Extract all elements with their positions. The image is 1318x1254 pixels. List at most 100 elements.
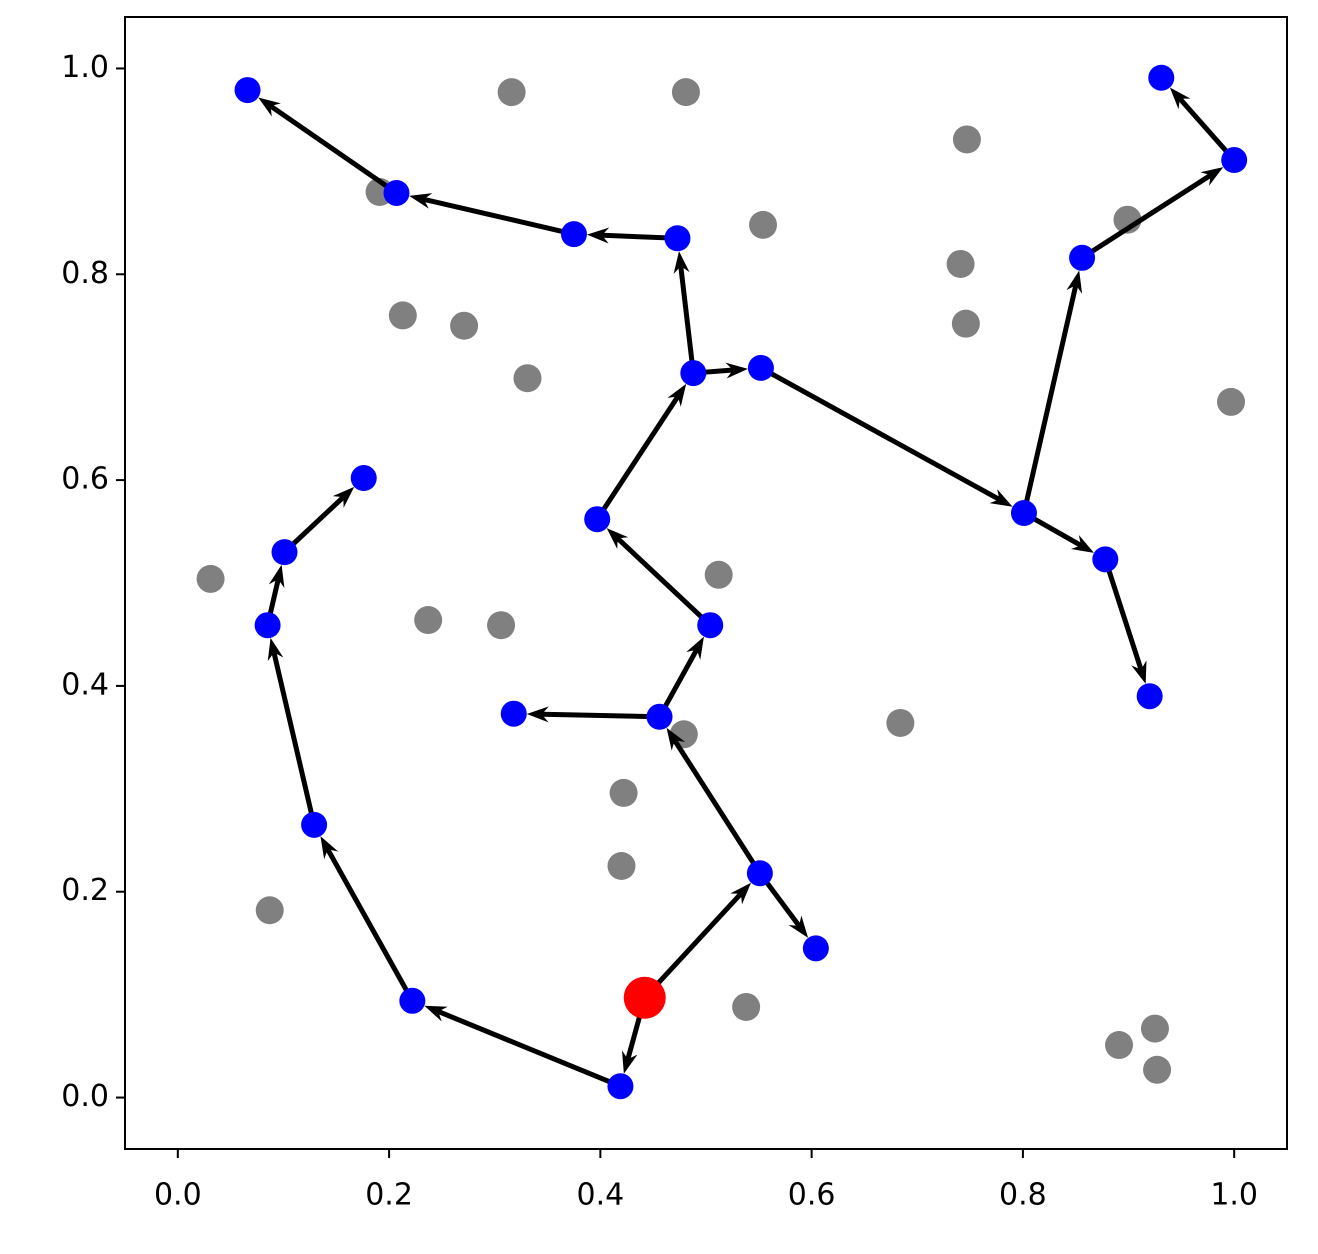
edge-head — [320, 836, 339, 860]
tree-node — [747, 354, 774, 381]
edge-line — [265, 101, 398, 196]
tree-node — [1010, 500, 1037, 527]
tree-node — [607, 1073, 634, 1100]
x-tick-label: 0.8 — [999, 1178, 1047, 1213]
x-tick-label: 0.0 — [154, 1178, 202, 1213]
edge-head — [673, 251, 690, 274]
x-tick-label: 0.6 — [788, 1178, 836, 1213]
tree-node — [500, 700, 527, 727]
sample-point — [450, 311, 479, 340]
edge-head — [725, 362, 748, 379]
sample-point — [255, 896, 284, 925]
edge-arrow — [606, 528, 712, 628]
edge-line — [596, 232, 678, 241]
sample-point — [609, 778, 638, 807]
sample-point — [196, 564, 225, 593]
edge-arrow — [673, 251, 696, 374]
edge-arrow — [282, 486, 355, 554]
sample-point — [886, 708, 915, 737]
edge-head — [730, 882, 752, 905]
edge-line — [418, 195, 575, 237]
y-tick-label: 0.2 — [61, 873, 109, 908]
y-tick-label: 0.4 — [61, 667, 109, 702]
edge-arrow — [657, 636, 704, 718]
edge-line — [657, 644, 702, 718]
tree-node — [697, 612, 724, 639]
sample-point — [1105, 1031, 1134, 1060]
edge-head — [686, 636, 704, 660]
edge-line — [432, 1007, 622, 1089]
sample-point — [1143, 1055, 1172, 1084]
tree-node — [301, 811, 328, 838]
edge-line — [282, 491, 349, 554]
sample-point — [952, 125, 981, 154]
edge-arrow — [586, 227, 678, 244]
edge-head — [1131, 660, 1147, 684]
x-tick-label: 1.0 — [1210, 1178, 1258, 1213]
tree-node — [399, 987, 426, 1014]
edge-line — [677, 260, 696, 374]
tree-node — [1069, 244, 1096, 271]
sample-point — [671, 78, 700, 107]
edge-line — [595, 390, 683, 521]
edge-head — [332, 486, 355, 508]
edge-arrow — [1102, 558, 1147, 684]
edge-arrow — [642, 882, 752, 1000]
edge-head — [1200, 167, 1224, 186]
edge-line — [536, 711, 660, 720]
x-tick-label: 0.2 — [365, 1178, 413, 1213]
tree-node — [271, 539, 298, 566]
edge-arrow — [1021, 270, 1083, 514]
tree-node — [1148, 64, 1175, 91]
y-tick-label: 0.6 — [61, 462, 109, 497]
tree-node — [1092, 546, 1119, 573]
plot-frame — [124, 16, 1288, 1150]
edge-head — [989, 489, 1013, 507]
root-node — [623, 976, 666, 1019]
edge-line — [323, 843, 415, 1003]
edge-line — [669, 734, 762, 875]
tree-node — [1136, 683, 1163, 710]
edge-head — [621, 1050, 638, 1074]
edge-arrow — [409, 193, 575, 237]
edge-head — [788, 915, 809, 938]
tree-node — [383, 179, 410, 206]
edge-arrow — [320, 836, 415, 1003]
edge-arrow — [1080, 167, 1224, 260]
tree-node — [234, 77, 261, 104]
tree-node — [802, 935, 829, 962]
tree-node — [1221, 147, 1248, 174]
edge-head — [667, 383, 687, 407]
edge-line — [759, 365, 1006, 505]
edge-head — [586, 227, 610, 244]
tree-node — [646, 703, 673, 730]
edge-arrow — [267, 637, 317, 826]
sample-point — [1217, 387, 1246, 416]
sample-point — [732, 992, 761, 1021]
edge-arrow — [424, 1005, 622, 1089]
sample-point — [388, 301, 417, 330]
x-tick-label: 0.4 — [577, 1178, 625, 1213]
edge-arrow — [258, 97, 398, 196]
tree-node — [254, 612, 281, 639]
edge-line — [270, 647, 317, 826]
tree-node — [560, 221, 587, 248]
tree-node — [746, 860, 773, 887]
y-tick-label: 0.8 — [61, 256, 109, 291]
edge-head — [268, 564, 285, 589]
edge-arrow — [666, 727, 762, 875]
sample-point — [497, 78, 526, 107]
edge-head — [424, 1005, 448, 1022]
y-tick-label: 0.0 — [61, 1079, 109, 1114]
sample-point — [704, 560, 733, 589]
edge-head — [526, 706, 549, 723]
sample-point — [513, 364, 542, 393]
edge-head — [409, 193, 433, 209]
sample-point — [1140, 1014, 1169, 1043]
edge-line — [612, 533, 712, 628]
edge-line — [1080, 170, 1217, 260]
edge-head — [267, 637, 284, 662]
edge-head — [1066, 270, 1083, 294]
edge-line — [1174, 93, 1237, 162]
